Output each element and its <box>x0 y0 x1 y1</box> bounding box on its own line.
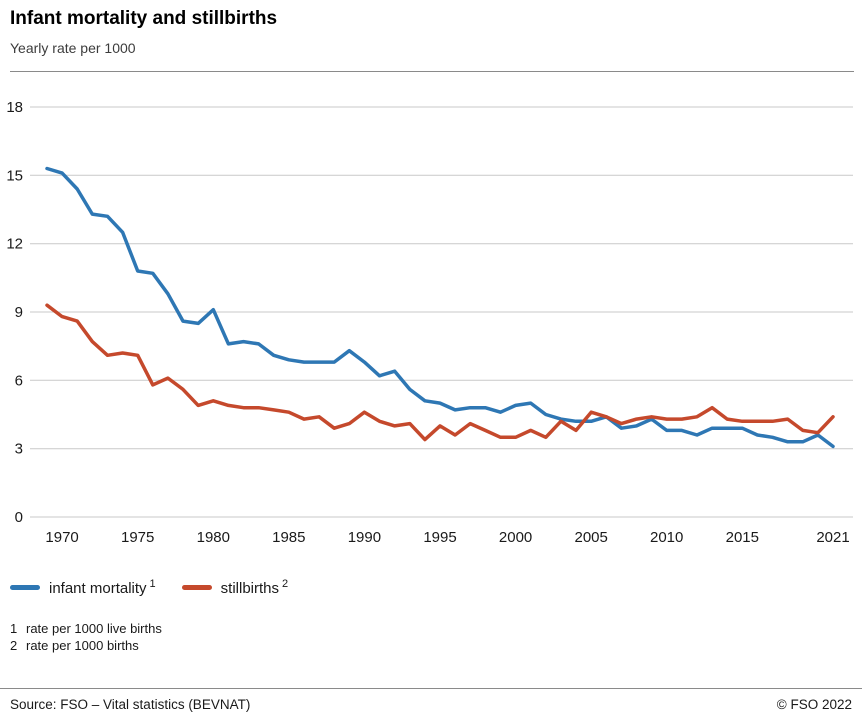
y-tick-label: 9 <box>15 304 23 321</box>
x-tick-label: 1985 <box>272 529 305 546</box>
x-tick-label: 2000 <box>499 529 532 546</box>
footnotes: 1 rate per 1000 live births 2 rate per 100… <box>10 620 162 654</box>
legend-label-stillbirths: stillbirths 2 <box>221 578 288 597</box>
legend-item-stillbirths: stillbirths 2 <box>181 578 288 597</box>
footnote-2: 2 rate per 1000 births <box>10 637 162 654</box>
x-tick-label: 1995 <box>423 529 456 546</box>
line-chart: 0 3 6 9 12 15 18 1970 1975 1980 1985 1990 1995 2000 20… <box>0 90 862 560</box>
infant-mortality-line-swatch <box>10 585 40 590</box>
x-tick-label: 1980 <box>197 529 230 546</box>
header-divider <box>10 71 854 72</box>
chart-title: Infant mortality and stillbirths <box>10 8 278 29</box>
y-tick-label: 6 <box>15 372 23 389</box>
x-tick-label: 2010 <box>650 529 683 546</box>
footnote-text: rate per 1000 births <box>26 638 139 653</box>
copyright-text: © FSO 2022 <box>776 697 852 712</box>
chart-canvas: 0 3 6 9 12 15 18 1970 1975 1980 1985 1990 1995 2000 20… <box>6 99 853 546</box>
legend-text: stillbirths <box>220 580 280 597</box>
footer: Source: FSO – Vital statistics (BEVNAT) … <box>10 697 852 712</box>
legend-footnote-marker: 1 <box>149 578 156 590</box>
x-tick-label: 2015 <box>726 529 759 546</box>
y-tick-label: 3 <box>15 441 23 458</box>
y-tick-label: 15 <box>6 167 23 184</box>
y-tick-label: 12 <box>6 236 23 253</box>
legend-label-infant-mortality: infant mortality 1 <box>49 578 156 597</box>
chart-subtitle: Yearly rate per 1000 <box>10 40 136 56</box>
x-tick-label: 1970 <box>45 529 78 546</box>
footnote-number: 2 <box>10 638 18 653</box>
footnote-number: 1 <box>10 621 18 636</box>
legend: infant mortality 1 stillbirths 2 <box>10 578 288 597</box>
infant-mortality-line <box>45 166 835 449</box>
legend-item-infant-mortality: infant mortality 1 <box>10 578 156 597</box>
y-tick-label: 0 <box>15 509 23 526</box>
footnote-text: rate per 1000 live births <box>26 621 162 636</box>
source-text: Source: FSO – Vital statistics (BEVNAT) <box>10 697 251 712</box>
legend-footnote-marker: 2 <box>282 578 289 590</box>
footnote-1: 1 rate per 1000 live births <box>10 620 162 637</box>
stillbirths-line-swatch <box>181 585 212 590</box>
x-tick-label: 2005 <box>575 529 608 546</box>
legend-text: infant mortality <box>49 580 147 597</box>
x-tick-label: 1975 <box>121 529 154 546</box>
footer-divider <box>0 688 862 689</box>
y-tick-label: 18 <box>6 99 23 116</box>
stillbirths-line <box>45 303 835 442</box>
x-tick-label: 2021 <box>816 529 849 546</box>
x-tick-label: 1990 <box>348 529 381 546</box>
